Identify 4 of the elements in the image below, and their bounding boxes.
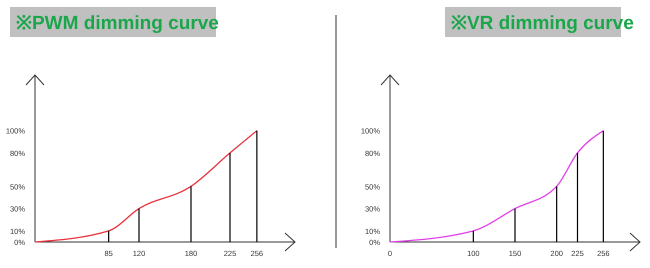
line-series — [34, 130, 258, 243]
line-series — [389, 130, 604, 243]
chart-title: ※VR dimming curve — [451, 13, 634, 34]
chart-title: ※PWM dimming curve — [16, 13, 219, 34]
